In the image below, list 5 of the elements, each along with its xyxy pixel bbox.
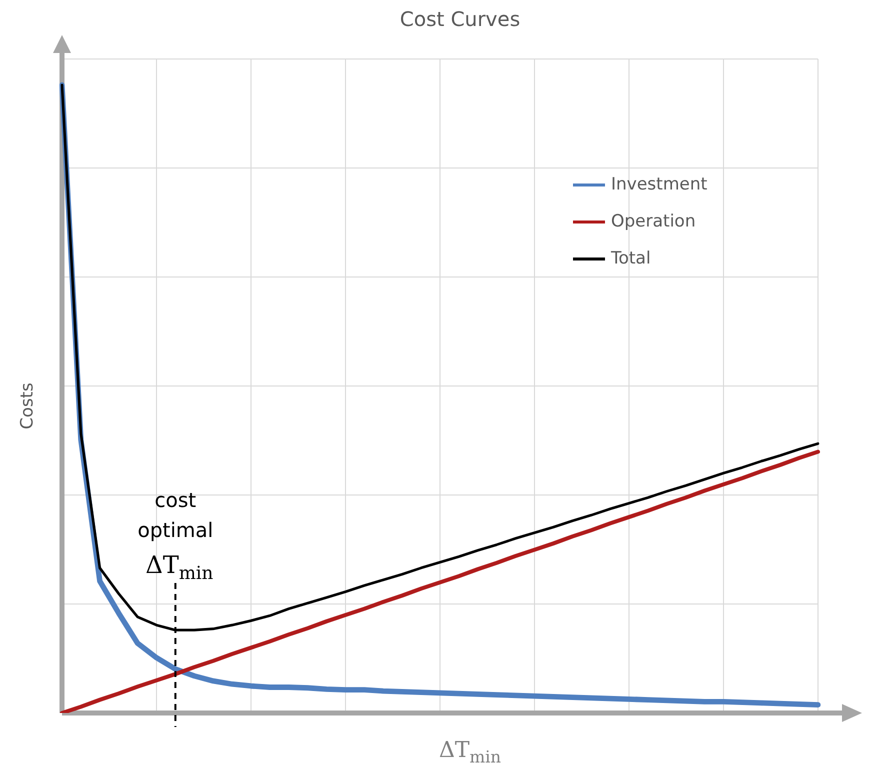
legend-label: Investment (611, 174, 708, 194)
y-axis-title: Costs (17, 382, 38, 430)
legend-label: Total (610, 248, 651, 268)
chart-title: Cost Curves (400, 7, 520, 32)
legend-label: Operation (611, 211, 696, 232)
